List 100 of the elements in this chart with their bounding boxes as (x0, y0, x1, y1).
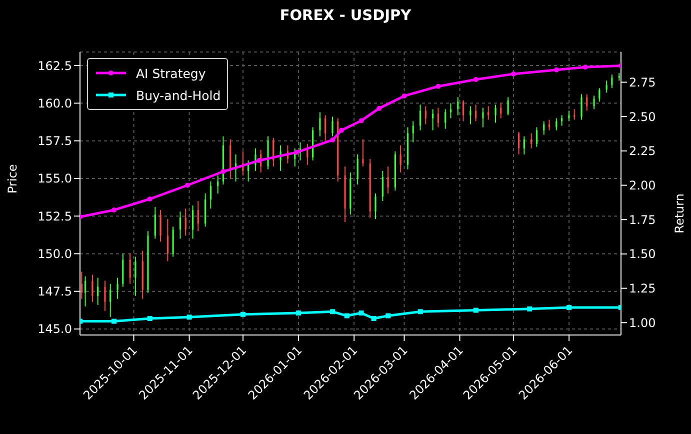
candlestick (134, 256, 136, 296)
candlestick (611, 74, 613, 89)
candlestick (217, 174, 219, 194)
y2-tick-label: 2.25 (629, 144, 656, 158)
y-tick-label: 147.5 (38, 284, 72, 299)
candlestick (210, 180, 212, 210)
candlestick (400, 144, 402, 173)
candlestick (580, 94, 582, 120)
point (358, 118, 364, 124)
candlestick (424, 106, 426, 125)
line-series (80, 305, 621, 324)
point (339, 128, 344, 133)
point (330, 137, 336, 142)
candlestick (462, 100, 464, 122)
candlestick (482, 107, 484, 128)
candlestick (97, 277, 99, 306)
candlestick (324, 114, 326, 142)
candlestick (470, 106, 472, 125)
candlestick (494, 104, 496, 124)
candlestick (374, 193, 376, 220)
point (386, 313, 391, 318)
candlestick (80, 271, 83, 300)
candlestick (197, 200, 199, 232)
point (220, 169, 226, 174)
point (112, 207, 117, 212)
point (376, 106, 382, 111)
point (344, 313, 350, 318)
candlestick (507, 96, 509, 116)
candlestick (154, 206, 156, 240)
point (582, 64, 588, 70)
point (184, 182, 190, 188)
y-tick-label: 150.0 (38, 246, 72, 261)
candlestick (457, 96, 459, 116)
candlestick (543, 120, 545, 136)
legend-label: AI Strategy (136, 66, 206, 80)
candlestick (523, 136, 525, 155)
candlestick (179, 211, 182, 240)
point (566, 305, 572, 310)
line-series (80, 63, 621, 220)
point (240, 312, 246, 317)
candlestick (444, 108, 446, 130)
y-axis-title: Price (5, 164, 20, 194)
y2-tick-label: 1.00 (629, 316, 656, 330)
point (473, 308, 478, 313)
point (256, 158, 262, 164)
y2-tick-label: 1.50 (629, 247, 656, 262)
candlestick (92, 274, 94, 302)
point (186, 314, 192, 320)
y-tick-label: 160.0 (38, 96, 72, 110)
y2-tick-label: 2.50 (629, 110, 656, 124)
candlestick (518, 131, 520, 155)
candlestick (362, 138, 364, 167)
candlestick (110, 283, 112, 318)
candlestick (104, 280, 106, 312)
point (330, 309, 336, 314)
candlestick (598, 88, 600, 102)
point (296, 310, 302, 316)
y-tick-label: 162.5 (38, 58, 72, 73)
y-tick-label: 152.5 (38, 209, 72, 224)
candlestick (332, 116, 334, 137)
point (473, 76, 478, 82)
candlestick (319, 112, 321, 137)
point (112, 318, 117, 324)
candlestick (450, 102, 452, 119)
candlestick (116, 277, 118, 300)
candlestick (192, 205, 194, 240)
candlestick (160, 210, 162, 242)
candlestick (129, 253, 131, 284)
y2-axis-title: Return (672, 194, 686, 234)
chart-title: FOREX - USDJPY (278, 8, 412, 24)
point (554, 67, 560, 72)
y2-tick-label: 1.75 (629, 212, 656, 227)
candlestick (548, 119, 550, 131)
point (436, 84, 441, 89)
point (147, 316, 152, 322)
candlestick (586, 94, 588, 112)
candlestick (556, 118, 558, 131)
candlestick (574, 108, 576, 120)
point (402, 93, 407, 98)
candlestick (419, 104, 422, 131)
candlestick (593, 95, 595, 110)
y-tick-label: 145.0 (38, 322, 72, 336)
candlestick (382, 170, 384, 202)
y2-tick-label: 2.75 (629, 75, 656, 90)
candlestick (432, 108, 434, 131)
candlestick (247, 160, 250, 182)
legend-label: Buy-and-Hold (136, 88, 221, 102)
candlestick (166, 218, 168, 262)
point (294, 150, 300, 155)
y-tick-label: 155.0 (38, 172, 72, 186)
candlestick (387, 166, 389, 194)
candlestick (536, 126, 538, 148)
candlestick (356, 154, 358, 185)
candlestick (412, 120, 414, 143)
candlestick (84, 276, 86, 307)
candlestick (500, 102, 502, 119)
y2-tick-label: 2.00 (629, 178, 656, 193)
point (371, 316, 376, 322)
candlestick (560, 114, 563, 126)
point (358, 310, 364, 316)
